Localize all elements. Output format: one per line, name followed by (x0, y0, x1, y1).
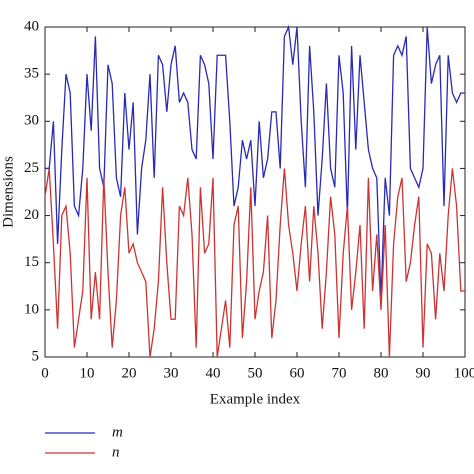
y-tick-label: 35 (24, 66, 39, 82)
x-tick-label: 70 (332, 365, 347, 381)
y-tick-label: 10 (24, 301, 39, 317)
x-tick-label: 60 (290, 365, 305, 381)
y-tick-label: 15 (24, 254, 39, 270)
x-tick-label: 0 (41, 365, 49, 381)
y-tick-label: 20 (24, 207, 39, 223)
legend-label: m (112, 424, 123, 440)
x-axis-label: Example index (210, 391, 301, 407)
y-tick-label: 5 (32, 348, 40, 364)
x-tick-label: 20 (122, 365, 137, 381)
x-tick-label: 40 (206, 365, 221, 381)
legend-label: n (112, 444, 120, 460)
series-line (45, 24, 465, 301)
x-tick-label: 100 (454, 365, 474, 381)
y-tick-label: 25 (24, 160, 39, 176)
series-line (44, 168, 465, 358)
x-tick-label: 50 (248, 365, 263, 381)
x-tick-label: 10 (80, 365, 95, 381)
y-axis-label: Dimensions (0, 156, 16, 228)
y-tick-label: 40 (24, 18, 39, 34)
x-tick-label: 30 (164, 365, 179, 381)
x-tick-label: 90 (416, 365, 431, 381)
x-tick-label: 80 (374, 365, 389, 381)
y-tick-label: 30 (24, 113, 39, 129)
